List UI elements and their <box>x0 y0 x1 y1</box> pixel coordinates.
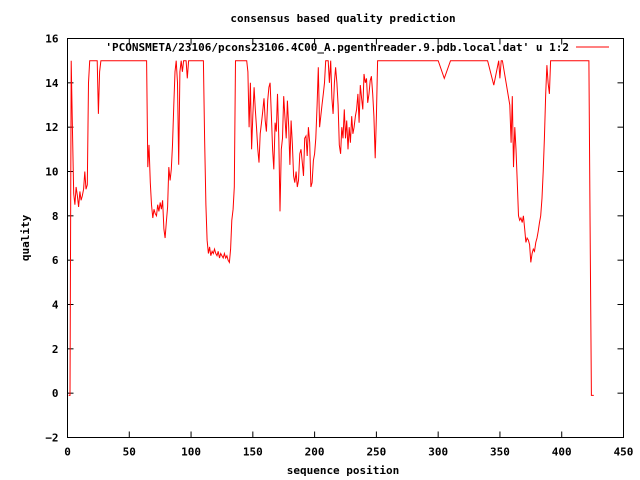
x-tick-label: 450 <box>614 446 634 459</box>
x-tick-label: 150 <box>243 446 263 459</box>
x-tick-label: 250 <box>366 446 386 459</box>
series-line-0 <box>68 60 594 396</box>
chart-title: consensus based quality prediction <box>230 12 455 25</box>
x-tick-label: 300 <box>428 446 448 459</box>
y-tick-label: 0 <box>52 387 59 400</box>
x-tick-label: 200 <box>305 446 325 459</box>
y-tick-label: 2 <box>52 343 59 356</box>
y-axis-label: quality <box>19 214 32 261</box>
x-tick-label: 50 <box>123 446 136 459</box>
legend: 'PCONSMETA/23106/pcons23106.4C00_A.pgent… <box>105 41 609 54</box>
x-tick-label: 350 <box>490 446 510 459</box>
x-tick-label: 0 <box>64 446 71 459</box>
y-tick-label: 14 <box>45 77 59 90</box>
y-tick-label: 4 <box>52 299 59 312</box>
y-tick-label: −2 <box>45 432 58 445</box>
legend-entry-label: 'PCONSMETA/23106/pcons23106.4C00_A.pgent… <box>105 41 569 54</box>
x-tick-label: 400 <box>552 446 572 459</box>
y-tick-label: 8 <box>52 210 59 223</box>
y-tick-label: 12 <box>45 121 58 134</box>
y-tick-label: 16 <box>45 33 59 46</box>
y-tick-label: 6 <box>52 254 59 267</box>
x-tick-label: 100 <box>181 446 201 459</box>
x-axis-label: sequence position <box>287 464 400 477</box>
y-tick-label: 10 <box>45 166 58 179</box>
plot-frame <box>67 38 624 438</box>
